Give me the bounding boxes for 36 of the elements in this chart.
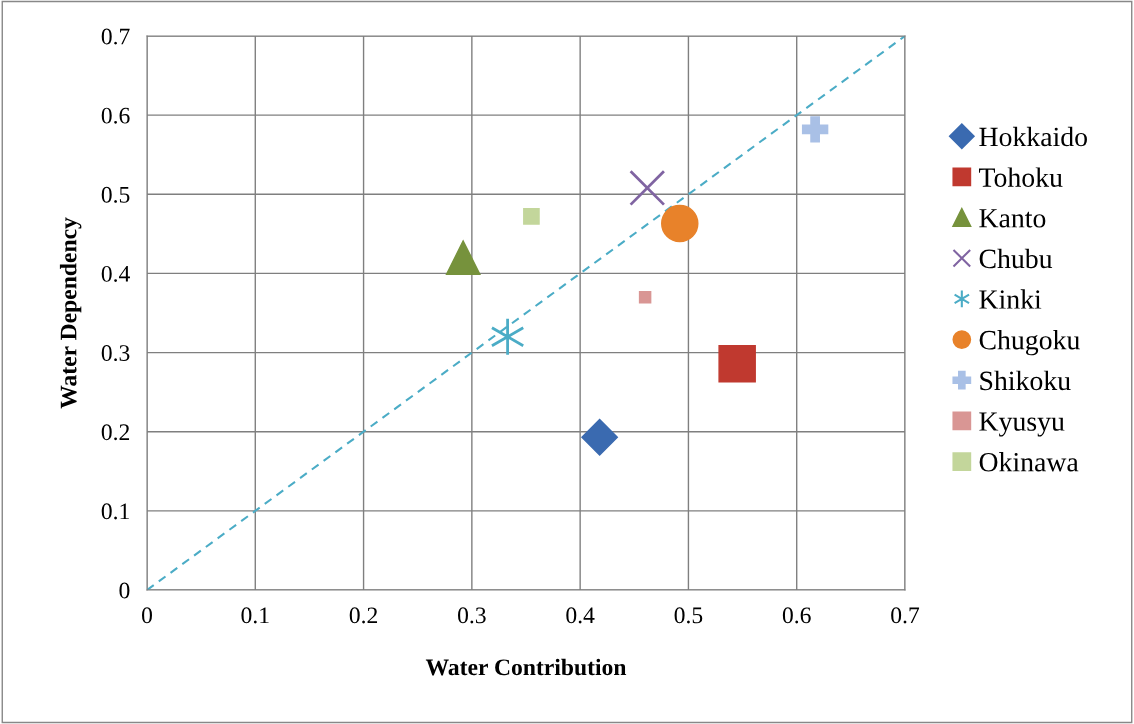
x-tick-label: 0.2 bbox=[349, 607, 378, 624]
x-axis-title: Water Contribution bbox=[425, 658, 627, 676]
x-tick-label: 0.1 bbox=[241, 607, 269, 624]
x-tick-label: 0.5 bbox=[674, 607, 703, 624]
legend-label: Kanto bbox=[979, 209, 1046, 228]
x-tick-label: 0.6 bbox=[782, 607, 811, 624]
legend-label: Hokkaido bbox=[979, 126, 1087, 147]
y-tick-label: 0 bbox=[119, 582, 130, 599]
point bbox=[523, 208, 540, 225]
y-tick-label: 0.7 bbox=[101, 28, 130, 45]
y-tick-label: 0.3 bbox=[101, 345, 130, 362]
point bbox=[445, 240, 481, 275]
y-tick-label: 0.6 bbox=[101, 107, 130, 124]
point bbox=[718, 344, 756, 383]
x-tick-label: 0.3 bbox=[458, 607, 486, 624]
legend-label: Kyusyu bbox=[979, 412, 1065, 437]
point bbox=[581, 418, 619, 456]
legend-label: Okinawa bbox=[979, 452, 1079, 472]
y-tick-label: 0.5 bbox=[101, 186, 130, 203]
point bbox=[629, 169, 666, 207]
point bbox=[801, 116, 829, 143]
y-axis-title: Water Dependency bbox=[59, 217, 82, 409]
y-tick-label: 0.1 bbox=[101, 503, 129, 520]
legend-label: Chubu bbox=[979, 248, 1053, 269]
legend-label: Chugoku bbox=[979, 329, 1080, 356]
y-tick-label: 0.4 bbox=[101, 265, 130, 282]
legend-label: Shikoku bbox=[980, 370, 1071, 391]
point bbox=[638, 290, 652, 304]
point bbox=[490, 317, 525, 357]
x-tick-label: 0.7 bbox=[891, 607, 920, 624]
legend-label: Tohoku bbox=[979, 167, 1063, 187]
y-tick-label: 0.2 bbox=[101, 424, 130, 441]
legend-label: Kinki bbox=[979, 289, 1042, 309]
x-tick-label: 0.4 bbox=[566, 607, 595, 624]
point bbox=[661, 204, 699, 243]
x-tick-label: 0 bbox=[142, 607, 152, 624]
